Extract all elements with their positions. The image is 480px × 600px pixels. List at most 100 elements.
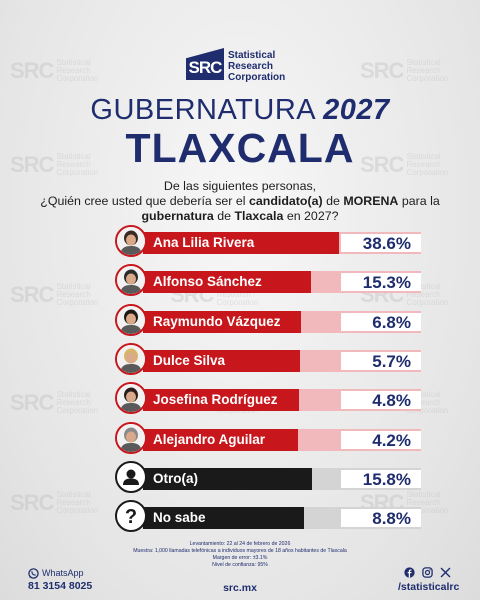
methodology-line: Muestra: 1,000 llamadas telefónicas a in… xyxy=(133,548,347,554)
bar-track: Ana Lilia Rivera 38.6% xyxy=(143,232,421,254)
bar: Josefina Rodríguez xyxy=(143,389,299,412)
whatsapp-label: WhatsApp xyxy=(42,568,84,578)
bar-label: Otro(a) xyxy=(153,470,198,486)
value-box: 5.7% xyxy=(341,351,421,371)
bar: Otro(a) xyxy=(143,467,312,490)
bar-track: No sabe 8.8% xyxy=(143,507,421,530)
bar: Ana Lilia Rivera xyxy=(143,232,340,254)
social-handle[interactable]: /statisticalrc xyxy=(398,581,460,593)
bar-label: Ana Lilia Rivera xyxy=(153,235,255,250)
social-links: /statisticalrc xyxy=(398,567,459,593)
data-label: 15.8% xyxy=(362,469,411,489)
question-line-2: ¿Quién cree usted que debería ser el can… xyxy=(40,194,440,209)
survey-question: De las siguientes personas, ¿Quién cree … xyxy=(40,179,440,224)
candidate-photo xyxy=(115,303,147,336)
bar-label: Alejandro Aguilar xyxy=(153,431,266,447)
bar-label: Alfonso Sánchez xyxy=(153,274,262,290)
question-icon: ? xyxy=(115,500,147,533)
bar-row: Dulce Silva 5.7% xyxy=(115,342,421,377)
bar-row: Alfonso Sánchez 15.3% xyxy=(115,264,421,298)
question-text: de xyxy=(322,194,344,208)
logo-text: SRC xyxy=(188,58,223,77)
bar-label: Dulce Silva xyxy=(153,352,226,368)
title-year: 2027 xyxy=(323,94,390,126)
watermark-mark: SRC xyxy=(10,390,54,415)
data-label: 4.8% xyxy=(372,391,411,411)
candidate-photo xyxy=(115,225,147,257)
bar-track: Alfonso Sánchez 15.3% xyxy=(143,271,421,294)
bar: Dulce Silva xyxy=(143,349,300,372)
bar-label: Josefina Rodríguez xyxy=(153,392,278,408)
question-emphasis: gubernatura xyxy=(141,209,214,223)
question-text: ¿Quién cree usted que debería ser el xyxy=(40,194,249,208)
question-text: para la xyxy=(398,194,440,208)
bar-row: Alejandro Aguilar 4.2% xyxy=(115,421,421,456)
bar-label: No sabe xyxy=(153,510,206,526)
candidate-photo xyxy=(115,382,147,415)
bar-row: Ana Lilia Rivera 38.6% xyxy=(115,225,421,259)
data-label: 5.7% xyxy=(372,351,411,371)
bar-label: Raymundo Vázquez xyxy=(153,313,281,329)
watermark-mark: SRC xyxy=(10,58,54,83)
value-box: 4.8% xyxy=(341,391,421,411)
bar: No sabe xyxy=(143,507,304,530)
methodology-line: Nivel de confianza: 95% xyxy=(212,562,268,568)
question-emphasis: candidato(a) xyxy=(248,194,323,208)
watermark-mark: SRC xyxy=(360,58,404,83)
page-title: GUBERNATURA 2027 xyxy=(0,94,480,127)
brand-name: Statistical Research Corporation xyxy=(228,50,358,83)
candidate-photo xyxy=(115,421,147,454)
bar-row: No sabe 8.8%? xyxy=(115,500,421,534)
instagram-icon[interactable] xyxy=(422,567,433,578)
candidate-photo xyxy=(115,264,147,297)
value-box: 6.8% xyxy=(341,312,421,332)
title-prefix: GUBERNATURA xyxy=(90,94,315,126)
question-emphasis: MORENA xyxy=(343,194,399,208)
value-box: 15.3% xyxy=(341,273,421,292)
bar-row: Raymundo Vázquez 6.8% xyxy=(115,303,421,338)
whatsapp-icon xyxy=(28,568,39,579)
question-line-3: gubernatura de Tlaxcala en 2027? xyxy=(40,209,440,224)
bar: Raymundo Vázquez xyxy=(143,310,302,333)
data-label: 38.6% xyxy=(362,234,411,253)
methodology-line: Margen de error: ±3.1% xyxy=(212,555,268,561)
question-line-1: De las siguientes personas, xyxy=(163,179,317,193)
bar-row: Otro(a) 15.8% xyxy=(115,460,421,495)
bar-track: Dulce Silva 5.7% xyxy=(143,349,421,372)
bar-track: Raymundo Vázquez 6.8% xyxy=(143,310,421,333)
website-link[interactable]: src.mx xyxy=(223,582,257,594)
bar-track: Otro(a) 15.8% xyxy=(143,467,421,490)
svg-text:?: ? xyxy=(125,506,137,528)
data-label: 6.8% xyxy=(372,312,411,332)
candidate-photo xyxy=(115,342,147,375)
page-subtitle: TLAXCALA xyxy=(125,125,355,171)
question-text: de xyxy=(213,209,235,223)
question-text: en 2027? xyxy=(283,209,339,223)
value-box: 38.6% xyxy=(341,234,421,253)
methodology-line: Levantamiento: 22 al 24 de febrero de 20… xyxy=(189,541,291,547)
value-box: 4.2% xyxy=(341,430,421,450)
brand-name-line: Statistical xyxy=(228,50,276,61)
bar: Alejandro Aguilar xyxy=(143,428,299,451)
value-box: 8.8% xyxy=(341,509,421,529)
x-icon[interactable] xyxy=(440,567,451,578)
watermark-mark: SRC xyxy=(10,490,54,515)
bar-row: Josefina Rodríguez 4.8% xyxy=(115,382,421,416)
bar-track: Josefina Rodríguez 4.8% xyxy=(143,389,421,412)
person-icon xyxy=(115,460,147,493)
question-emphasis: Tlaxcala xyxy=(234,209,284,223)
watermark-mark: SRC xyxy=(10,282,54,307)
bar: Alfonso Sánchez xyxy=(143,271,312,294)
facebook-icon[interactable] xyxy=(404,567,415,578)
data-label: 8.8% xyxy=(372,509,411,529)
brand-name-line: Research xyxy=(228,61,274,72)
